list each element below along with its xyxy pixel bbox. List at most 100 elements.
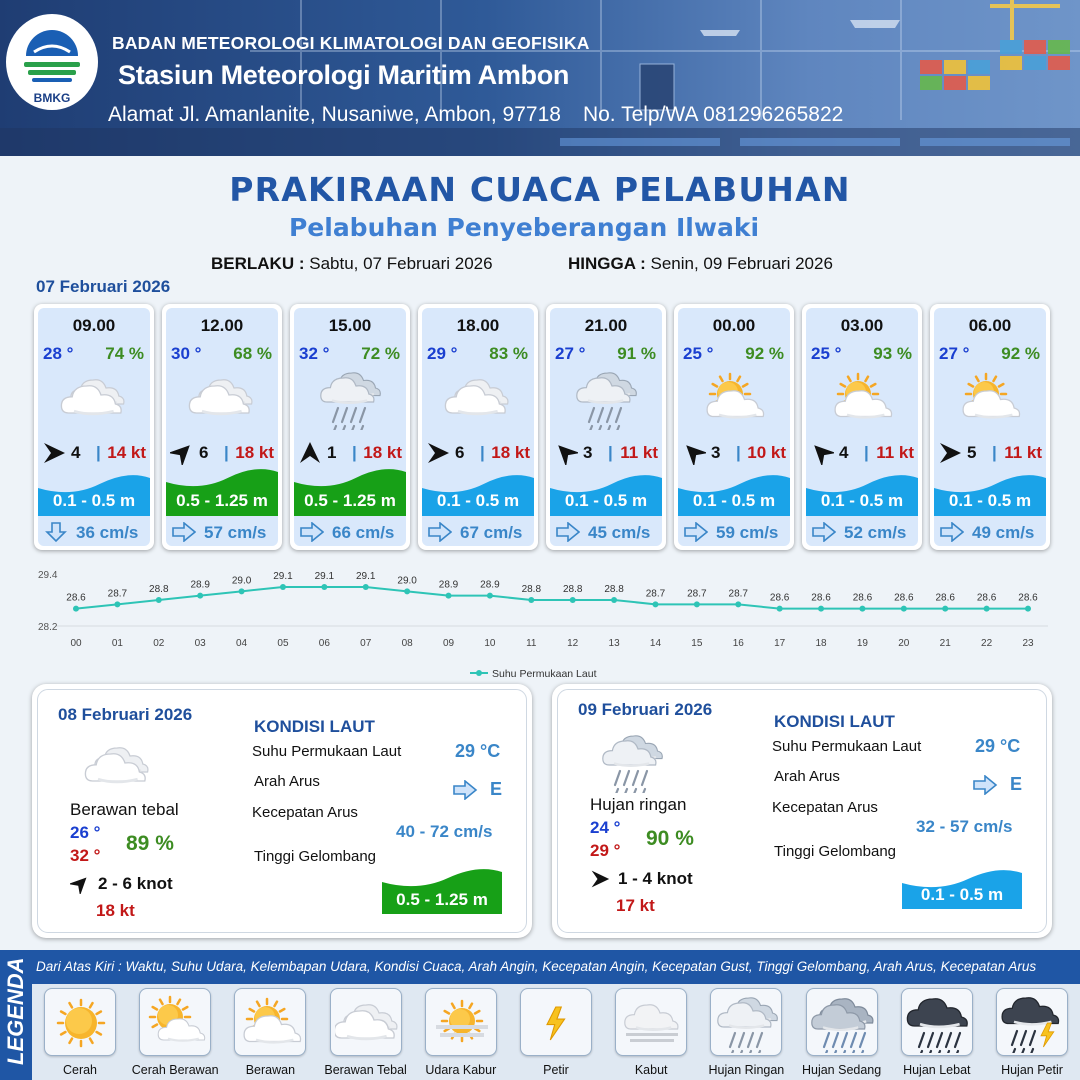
gust-speed: 11 kt [1004,443,1042,462]
air-temperature: 28 ° [43,344,74,363]
data-label: 28.6 [66,593,86,604]
current-speed-value: 40 - 72 cm/s [396,822,493,841]
current-direction-icon [812,521,837,543]
gust-speed: 18 kt [96,901,135,920]
data-label: 29.0 [232,575,252,586]
wave-icon [166,464,278,516]
data-label: 28.6 [770,593,790,604]
legend-item-label: Hujan Lebat [903,1063,971,1077]
berawan-icon [954,366,1026,430]
forecast-time: 18.00 [456,316,500,335]
hourly-card: 00.00 25 ° 92 % 3 | 10 kt 0.1 - 0.5 m 59… [674,304,794,550]
wave-icon [934,464,1046,516]
hourly-card: 12.00 30 ° 68 % 6 | 18 kt 0.5 - 1.25 m 5… [162,304,282,550]
valid-until: HINGGA : Senin, 09 Februari 2026 [568,254,833,273]
hourly-card: 15.00 32 ° 72 % 1 | 18 kt 0.5 - 1.25 m 6… [290,304,410,550]
data-label: 28.7 [687,588,707,599]
humidity: 83 % [489,344,528,363]
wave-height-value: 0.1 - 0.5 m [920,885,1004,904]
sst-value: 29 °C [455,741,501,761]
max-temperature: 29 ° [590,841,621,860]
y-tick-label: 29.4 [38,570,58,581]
hourly-card: 09.00 28 ° 74 % 4 | 14 kt 0.1 - 0.5 m 36… [34,304,154,550]
hujan-ringan-icon [596,729,668,801]
wind-direction-icon [590,869,610,889]
agency-name: BADAN METEOROLOGI KLIMATOLOGI DAN GEOFIS… [112,33,590,53]
station-address: Alamat Jl. Amanlanite, Nusaniwe, Ambon, … [108,103,561,126]
legend-item-label: Berawan [245,1063,296,1077]
data-point [321,584,328,590]
x-tick-label: 00 [70,638,82,649]
sea-condition-title: KONDISI LAUT [774,712,895,731]
data-point [818,605,825,612]
air-temperature: 25 ° [811,344,842,363]
x-tick-label: 09 [443,638,455,649]
legend-item-label: Hujan Sedang [801,1063,882,1077]
current-speed: 59 cm/s [716,523,779,542]
separator: | [480,443,485,462]
x-tick-label: 12 [567,638,579,649]
wind-direction-icon [554,441,581,468]
berawan-tebal-icon [186,366,258,430]
current-direction-icon [556,521,581,543]
data-point [1025,605,1031,612]
min-temperature: 24 ° [590,818,621,837]
legend-description: Dari Atas Kiri : Waktu, Suhu Udara, Kele… [32,950,1080,984]
x-tick-label: 05 [277,638,289,649]
wave-icon [38,464,150,516]
current-speed-label: Kecepatan Arus [772,799,878,816]
x-tick-label: 18 [815,638,827,649]
separator: | [864,443,869,462]
data-point [942,605,949,612]
sst-chart: 29.4 28.2 28.6 00 28.7 01 28.8 02 28.9 03 29.0 04 29… [38,570,1048,680]
min-temperature: 26 ° [70,823,101,842]
data-point [900,605,907,612]
gust-speed: 11 kt [876,443,914,462]
separator: | [736,443,741,462]
data-label: 29.0 [397,575,417,586]
air-temperature: 27 ° [939,344,970,363]
data-point [73,605,79,612]
gust-speed: 10 kt [747,443,786,462]
wave-height: 0.1 - 0.5 m [948,491,1032,510]
port-name: Pelabuhan Penyeberangan Ilwaki [288,213,760,242]
humidity: 92 % [1001,344,1040,363]
data-point [486,592,493,599]
x-tick-label: 15 [691,638,703,649]
data-point [528,597,535,603]
wind-direction-icon [42,441,66,465]
wave-height-label: Tinggi Gelombang [254,848,377,865]
max-temperature: 32 ° [70,846,101,865]
humidity: 74 % [105,344,144,363]
x-tick-label: 08 [402,638,414,649]
data-label: 28.8 [149,584,169,595]
data-label: 28.8 [604,584,624,595]
separator: | [96,443,101,462]
air-temperature: 25 ° [683,344,714,363]
wave-height: 0.1 - 0.5 m [52,491,136,510]
x-tick-label: 03 [195,638,207,649]
data-label: 28.6 [853,593,873,604]
data-label: 29.1 [273,571,293,582]
wind-direction-icon [938,441,962,465]
wind-direction-icon [68,874,90,896]
current-direction-icon [300,521,325,543]
x-tick-label: 11 [526,638,537,649]
hujan-ringan-icon [710,988,783,1056]
weather-condition: Berawan tebal [70,800,179,819]
data-label: 28.6 [977,593,997,604]
separator: | [608,443,613,462]
data-label: 28.8 [563,584,583,595]
wave-height: 0.1 - 0.5 m [820,491,904,510]
hujan-ringan-icon [314,366,386,438]
forecast-time: 21.00 [584,316,628,335]
day-date: 08 Februari 2026 [58,705,193,724]
weather-condition: Hujan ringan [590,795,687,814]
page-title: PRAKIRAAN CUACA PELABUHAN [229,170,851,209]
data-label: 28.6 [935,593,955,604]
data-point [279,584,286,590]
wind-speed: 4 [839,443,849,462]
wind-direction-icon [298,441,322,465]
wind-speed: 3 [583,443,593,462]
